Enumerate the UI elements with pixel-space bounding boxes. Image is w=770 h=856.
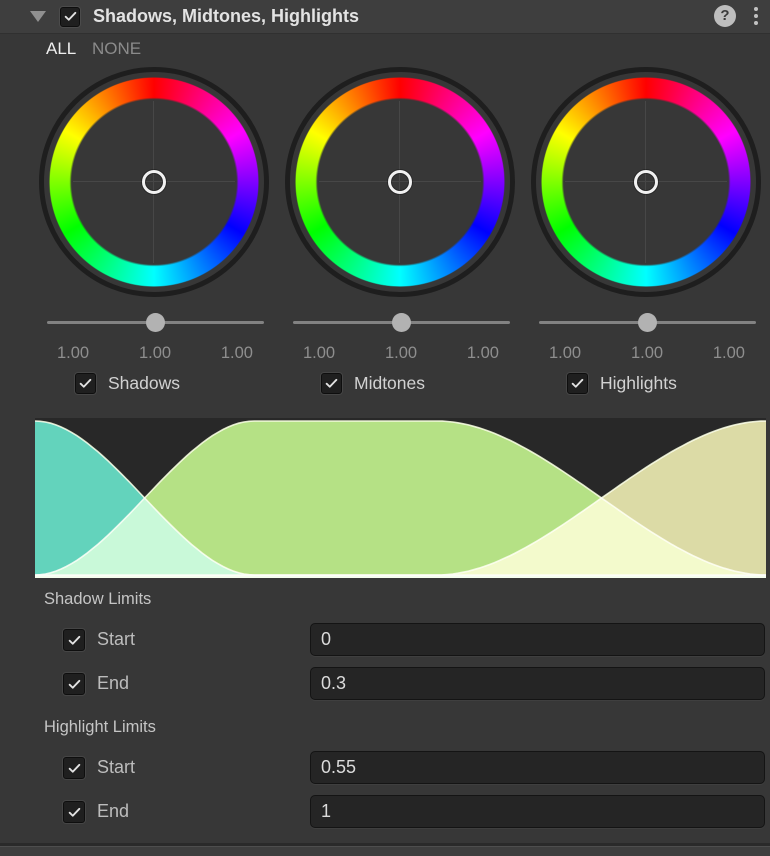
- midtones-color-wheel[interactable]: [285, 67, 515, 297]
- tonal-weights-graph: [35, 418, 766, 578]
- highlights-color-wheel[interactable]: [531, 67, 761, 297]
- checkmark-icon: [64, 11, 76, 21]
- value-r: 1.00: [303, 344, 336, 362]
- checkmark-icon: [571, 378, 584, 388]
- midtones-rgb-values: 1.00 1.00 1.00: [303, 344, 499, 363]
- next-section-header-strip: [0, 846, 770, 856]
- checkmark-icon: [68, 763, 80, 773]
- wheel-cursor[interactable]: [634, 170, 658, 194]
- shadows-label: Shadows: [108, 372, 180, 393]
- section-enabled-checkbox[interactable]: [60, 6, 80, 27]
- highlights-rgb-values: 1.00 1.00 1.00: [549, 344, 745, 363]
- slider-thumb[interactable]: [392, 313, 411, 332]
- checkmark-icon: [68, 807, 80, 817]
- highlight-start-label: Start: [97, 757, 136, 777]
- value-g: 1.00: [630, 344, 664, 362]
- highlights-weight-curve-edge: [35, 420, 766, 576]
- value-b: 1.00: [712, 344, 745, 362]
- shadows-checkbox[interactable]: [75, 372, 96, 394]
- shadows-rgb-values: 1.00 1.00 1.00: [57, 344, 253, 363]
- value-r: 1.00: [57, 344, 90, 362]
- foldout-triangle-icon[interactable]: [30, 11, 46, 22]
- section-divider: [0, 843, 770, 846]
- value-r: 1.00: [549, 344, 582, 362]
- section-header: Shadows, Midtones, Highlights ?: [0, 0, 770, 34]
- value-g: 1.00: [138, 344, 172, 362]
- shadows-enable-row: Shadows: [75, 371, 180, 395]
- quick-select-none[interactable]: NONE: [92, 39, 142, 58]
- shadow-end-row: End: [0, 667, 770, 700]
- value-b: 1.00: [466, 344, 499, 362]
- shadow-limits-heading: Shadow Limits: [44, 590, 152, 608]
- checkmark-icon: [68, 679, 80, 689]
- value-b: 1.00: [220, 344, 253, 362]
- wheel-outer-ring: [39, 67, 269, 297]
- wheel-outer-ring: [531, 67, 761, 297]
- highlights-label: Highlights: [600, 372, 677, 393]
- highlights-checkbox[interactable]: [567, 372, 588, 394]
- shadow-start-checkbox[interactable]: [63, 629, 85, 651]
- highlight-end-input[interactable]: [310, 795, 765, 828]
- shadow-end-checkbox[interactable]: [63, 673, 85, 695]
- highlight-start-row: Start: [0, 751, 770, 784]
- value-g: 1.00: [384, 344, 418, 362]
- highlight-limits-heading: Highlight Limits: [44, 718, 156, 736]
- help-icon[interactable]: ?: [714, 5, 736, 27]
- quick-select-all[interactable]: ALL: [46, 39, 77, 58]
- shadows-color-wheel[interactable]: [39, 67, 269, 297]
- shadow-end-label: End: [97, 673, 130, 693]
- shadow-start-row: Start: [0, 623, 770, 656]
- midtones-enable-row: Midtones: [321, 371, 425, 395]
- checkmark-icon: [325, 378, 338, 388]
- midtones-offset-slider[interactable]: [293, 312, 510, 333]
- checkmark-icon: [68, 635, 80, 645]
- slider-thumb[interactable]: [638, 313, 657, 332]
- highlight-end-label: End: [97, 801, 130, 821]
- midtones-weight-curve-edge: [35, 420, 766, 576]
- highlights-weight-area: [35, 421, 766, 578]
- midtones-checkbox[interactable]: [321, 372, 342, 394]
- shadow-end-input[interactable]: [310, 667, 765, 700]
- midtones-label: Midtones: [354, 372, 426, 393]
- checkmark-icon: [79, 378, 92, 388]
- wheel-cursor[interactable]: [388, 170, 412, 194]
- shadow-start-label: Start: [97, 629, 136, 649]
- wheel-outer-ring: [285, 67, 515, 297]
- highlight-end-checkbox[interactable]: [63, 801, 85, 823]
- highlight-start-checkbox[interactable]: [63, 757, 85, 779]
- shadows-offset-slider[interactable]: [47, 312, 264, 333]
- kebab-menu-icon[interactable]: [746, 5, 766, 27]
- weight-curves: [35, 420, 766, 578]
- highlights-offset-slider[interactable]: [539, 312, 756, 333]
- highlight-start-input[interactable]: [310, 751, 765, 784]
- highlight-end-row: End: [0, 795, 770, 828]
- shadow-start-input[interactable]: [310, 623, 765, 656]
- section-title: Shadows, Midtones, Highlights: [93, 6, 360, 26]
- slider-thumb[interactable]: [146, 313, 165, 332]
- wheel-cursor[interactable]: [142, 170, 166, 194]
- highlights-enable-row: Highlights: [567, 371, 677, 395]
